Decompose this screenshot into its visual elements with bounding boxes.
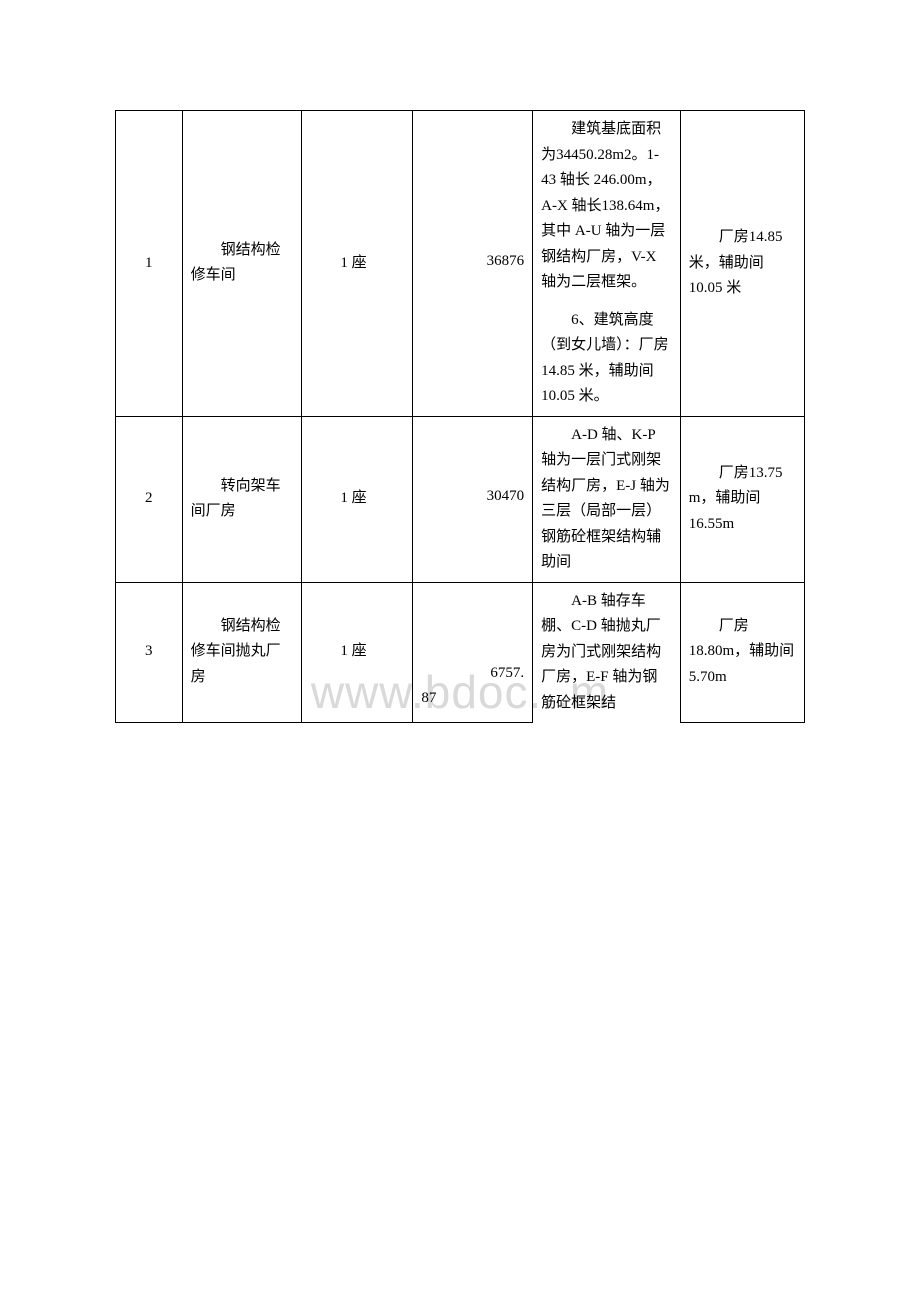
name-cell: 转向架车间厂房: [182, 416, 302, 582]
area-cell: 30470: [413, 416, 533, 582]
area-prefix: 87: [421, 690, 436, 706]
desc-text: A-B 轴存车棚、C-D 轴抛丸厂房为门式刚架结构厂房，E-F 轴为钢筋砼框架结: [541, 589, 672, 717]
desc-cell: 建筑基底面积为34450.28m2。1-43 轴长 246.00m，A-X 轴长…: [533, 111, 681, 417]
qty-cell: 1 座: [302, 582, 413, 722]
height-text: 厂房18.80m，辅助间5.70m: [689, 614, 796, 691]
height-text: 厂房13.75 m，辅助间16.55m: [689, 461, 796, 538]
area-cell: 36876: [413, 111, 533, 417]
qty-cell: 1 座: [302, 416, 413, 582]
name-cell: 钢结构检修车间抛丸厂房: [182, 582, 302, 722]
data-table: 1 钢结构检修车间 1 座 36876 建筑基底面积为34450.28m2。1-…: [115, 110, 805, 723]
row-number-cell: 3: [116, 582, 183, 722]
height-cell: 厂房14.85 米，辅助间10.05 米: [680, 111, 804, 417]
area-num: 6757.: [490, 661, 524, 687]
table-row: 3 钢结构检修车间抛丸厂房 1 座 6757. 87 A-B 轴存车棚、C-D …: [116, 582, 805, 722]
name-text: 钢结构检修车间: [191, 238, 294, 289]
desc-cell: A-B 轴存车棚、C-D 轴抛丸厂房为门式刚架结构厂房，E-F 轴为钢筋砼框架结: [533, 582, 681, 722]
table-row: 2 转向架车间厂房 1 座 30470 A-D 轴、K-P 轴为一层门式刚架结构…: [116, 416, 805, 582]
name-text: 转向架车间厂房: [191, 474, 294, 525]
qty-text: 1 座: [310, 486, 404, 512]
qty-cell: 1 座: [302, 111, 413, 417]
height-cell: 厂房18.80m，辅助间5.70m: [680, 582, 804, 722]
desc-para-2: 6、建筑高度（到女儿墙）：厂房14.85 米，辅助间10.05 米。: [541, 308, 672, 410]
height-cell: 厂房13.75 m，辅助间16.55m: [680, 416, 804, 582]
qty-text: 1 座: [310, 251, 404, 277]
row-number-cell: 1: [116, 111, 183, 417]
name-cell: 钢结构检修车间: [182, 111, 302, 417]
desc-text: A-D 轴、K-P 轴为一层门式刚架结构厂房，E-J 轴为三层（局部一层）钢筋砼…: [541, 423, 672, 576]
qty-text: 1 座: [310, 639, 404, 665]
desc-para-1: 建筑基底面积为34450.28m2。1-43 轴长 246.00m，A-X 轴长…: [541, 117, 672, 296]
desc-cell: A-D 轴、K-P 轴为一层门式刚架结构厂房，E-J 轴为三层（局部一层）钢筋砼…: [533, 416, 681, 582]
area-cell: 6757. 87: [413, 582, 533, 722]
name-text: 钢结构检修车间抛丸厂房: [191, 614, 294, 691]
row-number-cell: 2: [116, 416, 183, 582]
height-text: 厂房14.85 米，辅助间10.05 米: [689, 225, 796, 302]
table-row: 1 钢结构检修车间 1 座 36876 建筑基底面积为34450.28m2。1-…: [116, 111, 805, 417]
table-container: 1 钢结构检修车间 1 座 36876 建筑基底面积为34450.28m2。1-…: [115, 110, 805, 723]
